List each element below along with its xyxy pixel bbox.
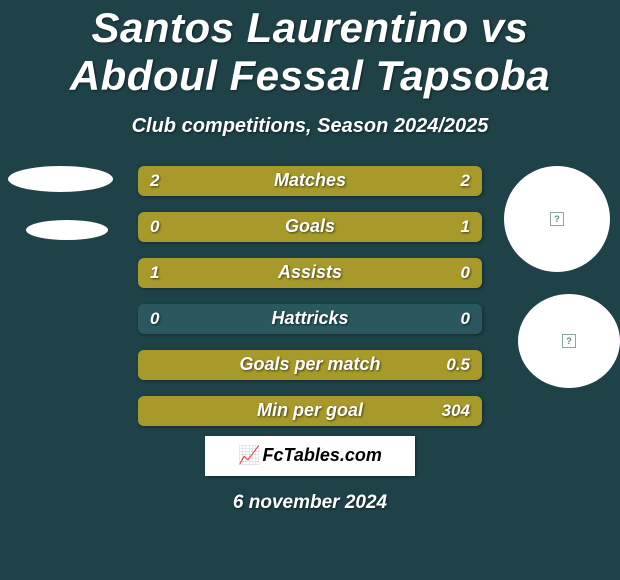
stat-bar-left	[138, 212, 207, 242]
fctables-logo: 📈 FcTables.com	[205, 436, 415, 476]
stat-row: 0Hattricks0	[138, 304, 482, 334]
avatar: ?	[518, 294, 620, 388]
chart-icon: 📈	[238, 445, 260, 466]
stat-row: 1Assists0	[138, 258, 482, 288]
date-label: 6 november 2024	[0, 492, 620, 514]
stat-bar-left	[138, 166, 296, 196]
left-player-avatars	[8, 166, 113, 240]
page-subtitle: Club competitions, Season 2024/2025	[0, 115, 620, 138]
stats-bars: 2Matches2 0Goals1 1Assists0 0Hattricks0 Goal…	[138, 166, 482, 442]
stat-label: Hattricks	[138, 304, 482, 334]
stat-row: Min per goal304	[138, 396, 482, 426]
page-title: Santos Laurentino vs Abdoul Fessal Tapso…	[0, 0, 620, 101]
stat-bar-right	[207, 212, 482, 242]
stat-row: 2Matches2	[138, 166, 482, 196]
avatar	[26, 220, 108, 240]
stat-value-right: 0	[461, 304, 470, 334]
stat-row: 0Goals1	[138, 212, 482, 242]
avatar: ?	[504, 166, 610, 272]
stat-bar-right	[296, 166, 482, 196]
stat-value-left: 0	[150, 304, 159, 334]
right-player-avatars: ? ?	[500, 166, 620, 388]
stat-row: Goals per match0.5	[138, 350, 482, 380]
image-placeholder-icon: ?	[550, 212, 564, 226]
comparison-panel: 2Matches2 0Goals1 1Assists0 0Hattricks0 Goal…	[0, 166, 620, 426]
stat-bar-left	[138, 258, 482, 288]
avatar	[8, 166, 113, 192]
logo-text: FcTables.com	[263, 445, 382, 466]
stat-bar-right	[138, 350, 482, 380]
image-placeholder-icon: ?	[562, 334, 576, 348]
stat-bar-right	[138, 396, 482, 426]
